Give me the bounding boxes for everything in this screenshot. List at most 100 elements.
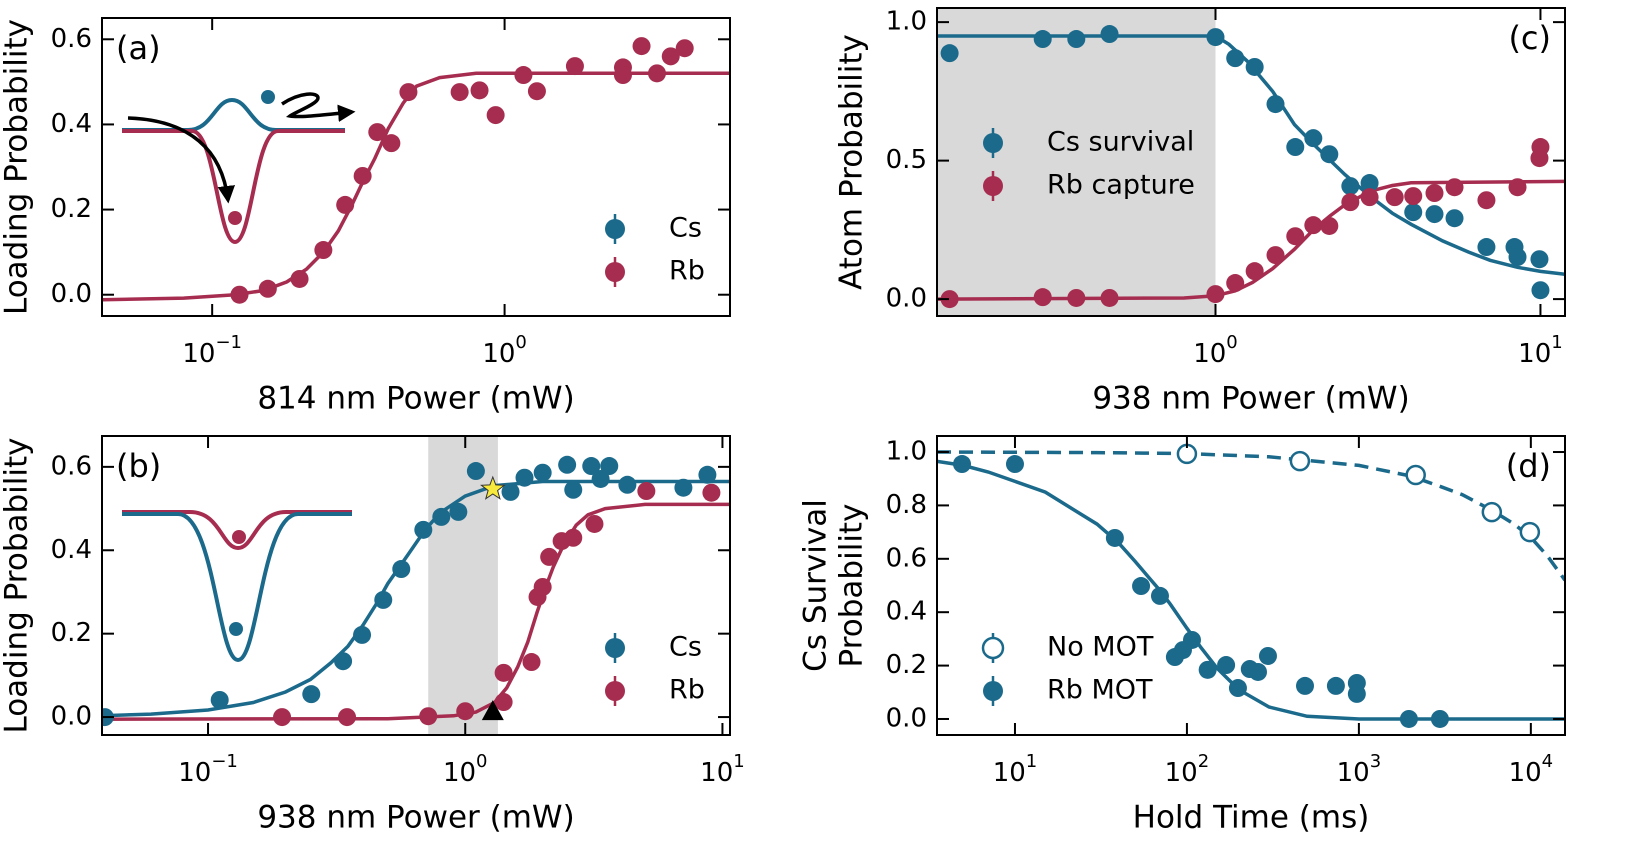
data-point bbox=[1347, 684, 1366, 703]
x-tick-label: 100 bbox=[482, 332, 527, 369]
data-point bbox=[1217, 656, 1236, 675]
y-tick-label: 1.0 bbox=[886, 7, 927, 37]
tick-base: 10 bbox=[1165, 758, 1198, 788]
data-point bbox=[1289, 450, 1311, 472]
inset-dot bbox=[228, 211, 242, 225]
data-point bbox=[533, 577, 552, 596]
y-tick-label: 0.2 bbox=[886, 650, 927, 680]
data-point bbox=[1266, 246, 1285, 265]
legend-marker bbox=[605, 638, 625, 658]
x-tick-label: 100 bbox=[1193, 332, 1238, 369]
data-point bbox=[1477, 238, 1496, 257]
shaded-region bbox=[428, 436, 498, 735]
tick-exponent: 2 bbox=[1198, 751, 1209, 772]
y-axis-label: Probability bbox=[834, 504, 870, 668]
data-point bbox=[1105, 528, 1124, 547]
tick-exponent: 0 bbox=[1226, 332, 1237, 353]
legend-marker bbox=[983, 681, 1003, 701]
tick-base: 10 bbox=[1193, 339, 1226, 369]
triangle-marker bbox=[481, 700, 504, 721]
data-point bbox=[1445, 209, 1464, 228]
legend-label: Cs survival bbox=[1047, 127, 1194, 158]
data-point bbox=[1404, 203, 1423, 222]
inset-curve bbox=[122, 512, 352, 663]
data-point bbox=[302, 685, 321, 704]
data-point bbox=[1304, 129, 1323, 148]
panel-label: (d) bbox=[1506, 447, 1551, 485]
legend-label: Cs bbox=[669, 632, 702, 663]
inset-diagram bbox=[122, 510, 352, 663]
y-axis-label: Loading Probability bbox=[0, 437, 35, 733]
y-tick-label: 0.0 bbox=[51, 702, 92, 732]
data-point bbox=[334, 652, 353, 671]
y-axis-label: Loading Probability bbox=[0, 19, 35, 315]
legend-label: Rb bbox=[669, 675, 705, 706]
data-point bbox=[1508, 248, 1527, 267]
data-point bbox=[456, 702, 475, 721]
data-point bbox=[565, 57, 584, 76]
x-tick-label: 101 bbox=[1518, 332, 1563, 369]
x-axis-label: 938 nm Power (mW) bbox=[257, 800, 574, 836]
data-point bbox=[1258, 646, 1277, 665]
tick-exponent: 1 bbox=[1026, 751, 1037, 772]
data-point bbox=[637, 482, 656, 501]
inset-arrow bbox=[281, 92, 356, 122]
legend-label: Rb bbox=[669, 256, 705, 287]
data-point bbox=[527, 82, 546, 101]
data-point bbox=[1385, 188, 1404, 207]
y-tick-label: 0.0 bbox=[886, 284, 927, 314]
inset-curve bbox=[122, 129, 345, 245]
legend-label: Rb MOT bbox=[1047, 675, 1153, 706]
tick-base: 10 bbox=[700, 758, 733, 788]
tick-exponent: −1 bbox=[211, 751, 238, 772]
data-point bbox=[1481, 501, 1503, 523]
data-point bbox=[1198, 660, 1217, 679]
data-point bbox=[675, 39, 694, 58]
data-point bbox=[940, 44, 959, 63]
data-point bbox=[382, 134, 401, 153]
tick-base: 10 bbox=[1518, 339, 1551, 369]
data-point bbox=[702, 483, 721, 502]
panel-label: (c) bbox=[1508, 19, 1551, 57]
data-point bbox=[1508, 178, 1527, 197]
legend-marker bbox=[605, 262, 625, 282]
data-point bbox=[522, 653, 541, 672]
inset-curve bbox=[122, 97, 345, 132]
legend-label: Rb capture bbox=[1047, 170, 1195, 201]
plot-area bbox=[102, 455, 730, 727]
tick-base: 10 bbox=[482, 339, 515, 369]
inset-curve bbox=[122, 510, 352, 551]
x-tick-label: 103 bbox=[1337, 751, 1382, 788]
data-point bbox=[600, 457, 619, 476]
data-point bbox=[1286, 138, 1305, 157]
data-point bbox=[314, 241, 333, 260]
data-point bbox=[470, 81, 489, 100]
y-axis-label: Cs Survival bbox=[798, 499, 834, 672]
tick-base: 10 bbox=[443, 758, 476, 788]
data-point bbox=[1226, 49, 1245, 68]
data-point bbox=[1266, 95, 1285, 114]
inset-dot bbox=[261, 90, 275, 104]
y-axis-label: Atom Probability bbox=[834, 34, 870, 290]
axes-frame bbox=[936, 435, 1566, 736]
y-tick-label: 0.5 bbox=[886, 145, 927, 175]
data-point bbox=[1033, 30, 1052, 49]
data-point bbox=[1248, 662, 1267, 681]
tick-base: 10 bbox=[1337, 758, 1370, 788]
data-point bbox=[1067, 30, 1086, 49]
data-point bbox=[1425, 205, 1444, 224]
data-point bbox=[1296, 676, 1315, 695]
data-point bbox=[632, 37, 651, 56]
legend: Cs survival Rb capture bbox=[983, 127, 1195, 201]
data-point bbox=[1341, 193, 1360, 212]
data-point bbox=[230, 285, 249, 304]
data-point bbox=[1519, 521, 1541, 543]
data-point bbox=[1228, 679, 1247, 698]
data-point bbox=[432, 507, 451, 526]
data-point bbox=[1206, 285, 1225, 304]
data-point bbox=[1360, 188, 1379, 207]
data-point bbox=[1341, 177, 1360, 196]
tick-base: 10 bbox=[182, 339, 215, 369]
